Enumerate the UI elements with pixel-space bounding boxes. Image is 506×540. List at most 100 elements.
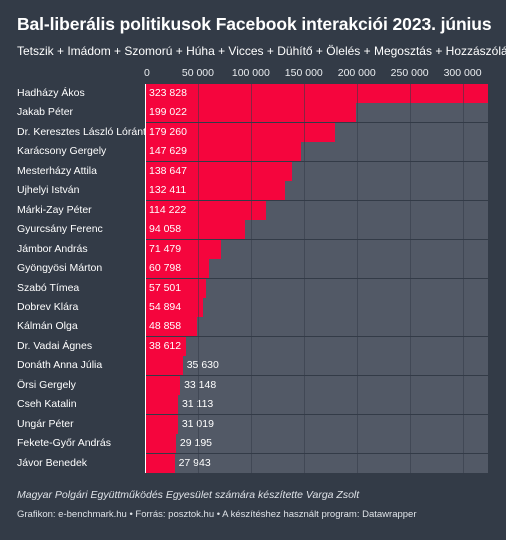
bar-row: Szabó Tímea 57 501 (0, 278, 506, 298)
bar (145, 278, 206, 298)
bar-row: Gyurcsány Ferenc 94 058 (0, 220, 506, 240)
bar-track (145, 453, 488, 473)
bar-track (145, 278, 488, 298)
bar-track (145, 317, 488, 337)
bar-value-label: 114 222 (149, 203, 187, 216)
bar-value-label: 94 058 (149, 223, 182, 236)
bar-row: Mesterházy Attila 138 647 (0, 161, 506, 181)
bar (145, 336, 186, 356)
bar-value-label: 31 019 (181, 417, 214, 430)
chart-subtitle: Tetszik + Imádom + Szomorú + Húha + Vicc… (17, 44, 506, 58)
bar-row: Gyöngyösi Márton 60 798 (0, 259, 506, 279)
bar-row: Márki-Zay Péter 114 222 (0, 200, 506, 220)
zero-axis-line (145, 84, 146, 473)
bar (145, 181, 286, 201)
x-tick-label: 0 (144, 67, 150, 79)
bar (145, 297, 204, 317)
bar (145, 200, 266, 220)
category-label: Dobrev Klára (17, 300, 79, 313)
category-label: Márki-Zay Péter (17, 203, 92, 216)
bar-value-label: 179 260 (149, 125, 187, 138)
bar-value-label: 33 148 (184, 378, 217, 391)
category-label: Gyöngyösi Márton (17, 262, 103, 275)
bar-track (145, 375, 488, 395)
gridline (356, 84, 358, 474)
bar-value-label: 71 479 (149, 242, 182, 255)
bar-track (145, 434, 488, 454)
bar-value-label: 48 858 (149, 320, 182, 333)
bar-track (145, 336, 488, 356)
bar (145, 375, 181, 395)
category-label: Mesterházy Attila (17, 164, 97, 177)
bar-track (145, 259, 488, 279)
category-label: Jámbor András (17, 242, 88, 255)
bar (145, 453, 175, 473)
category-label: Ungár Péter (17, 417, 74, 430)
category-label: Szabó Tímea (17, 281, 80, 294)
gridline (250, 84, 252, 474)
bar (145, 239, 221, 259)
bar (145, 317, 197, 337)
bar-track (145, 239, 488, 259)
bar-value-label: 199 022 (149, 106, 187, 119)
bar (145, 84, 488, 103)
bar-row: Karácsony Gergely 147 629 (0, 142, 506, 162)
bar (145, 356, 183, 376)
bar-value-label: 38 612 (149, 339, 182, 352)
x-tick-label: 150 000 (284, 67, 323, 79)
bar-row: Donáth Anna Júlia 35 630 (0, 356, 506, 376)
chart-footer: Grafikon: e-benchmark.hu • Forrás: poszt… (17, 509, 417, 520)
x-tick-label: 50 000 (181, 67, 214, 79)
category-label: Jakab Péter (17, 106, 74, 119)
bar-value-label: 323 828 (149, 87, 187, 99)
bar-row: Jámbor András 71 479 (0, 239, 506, 259)
bar-value-label: 60 798 (149, 262, 182, 275)
x-tick-label: 300 000 (443, 67, 482, 79)
bar (145, 161, 292, 181)
category-label: Donáth Anna Júlia (17, 359, 103, 372)
x-axis-ticks: 0 50 000 100 000 150 000 200 000 250 000 300 0… (0, 67, 506, 81)
bar-track (145, 356, 488, 376)
bar-track (145, 297, 488, 317)
bar-row: Cseh Katalin 31 113 (0, 395, 506, 415)
bar-row: Kálmán Olga 48 858 (0, 317, 506, 337)
category-label: Gyurcsány Ferenc (17, 223, 103, 236)
category-label: Örsi Gergely (17, 378, 76, 391)
category-label: Dr. Keresztes László Lóránt (17, 125, 146, 138)
chart-title: Bal-liberális politikusok Facebook inter… (17, 14, 492, 34)
category-label: Jávor Benedek (17, 456, 88, 469)
bar-row: Jávor Benedek 27 943 (0, 453, 506, 473)
bar-row: Fekete-Győr András 29 195 (0, 434, 506, 454)
bar-row: Hadházy Ákos 323 828 (0, 84, 506, 103)
chart-credit: Magyar Polgári Együttműködés Egyesület s… (17, 489, 360, 501)
category-label: Fekete-Győr András (17, 437, 111, 450)
bar-row: Örsi Gergely 33 148 (0, 375, 506, 395)
bar-row: Jakab Péter 199 022 (0, 103, 506, 123)
bar-value-label: 57 501 (149, 281, 182, 294)
bar-value-label: 132 411 (149, 184, 187, 197)
x-tick-label: 250 000 (390, 67, 429, 79)
bar (145, 122, 335, 142)
category-label: Dr. Vadai Ágnes (17, 339, 93, 352)
bar (145, 220, 245, 240)
bar (145, 434, 176, 454)
bar-value-label: 138 647 (149, 164, 187, 177)
bar-value-label: 147 629 (149, 145, 187, 158)
gridline (197, 84, 199, 474)
bar (145, 259, 210, 279)
x-tick-label: 100 000 (231, 67, 270, 79)
category-label: Cseh Katalin (17, 398, 77, 411)
bar-value-label: 35 630 (186, 359, 219, 372)
gridline (409, 84, 411, 474)
bar-value-label: 27 943 (178, 456, 211, 469)
bar-track (145, 414, 488, 434)
bar-chart: Hadházy Ákos 323 828 Jakab Péter 199 022 Dr.… (0, 84, 506, 474)
category-label: Kálmán Olga (17, 320, 78, 333)
bar (145, 414, 178, 434)
gridline (462, 84, 464, 474)
category-label: Ujhelyi István (17, 184, 80, 197)
bar-value-label: 54 894 (149, 300, 182, 313)
bar-value-label: 29 195 (179, 437, 213, 450)
bar-row: Dr. Keresztes László Lóránt 179 260 (0, 122, 506, 142)
bar-row: Ungár Péter 31 019 (0, 414, 506, 434)
